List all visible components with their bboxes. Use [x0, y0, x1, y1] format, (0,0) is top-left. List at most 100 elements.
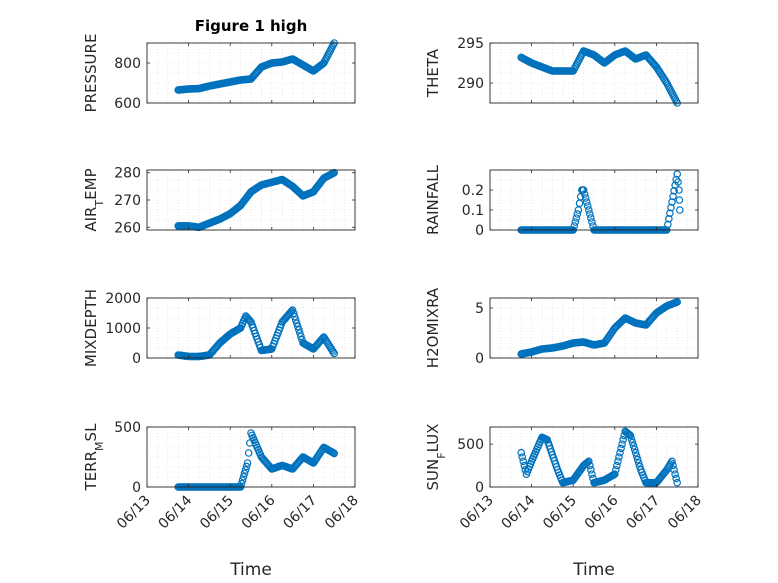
data-point	[242, 462, 251, 471]
subplot-rainfall: 0 0.1 0.2 RAINFALL	[424, 164, 699, 239]
axes-box	[489, 42, 699, 104]
data-series	[517, 298, 682, 358]
y-tick-label: 5	[475, 301, 484, 317]
data-point	[675, 206, 684, 214]
data-point	[571, 218, 580, 226]
x-tick-label: 06/15	[197, 493, 237, 533]
y-axis-label: H2OMIXRA	[424, 287, 442, 368]
data-point	[584, 457, 593, 466]
x-tick-label: 06/17	[623, 493, 663, 533]
y-tick-label: 0	[132, 480, 141, 496]
data-point	[632, 452, 641, 460]
data-point	[587, 214, 595, 222]
axes-box	[489, 426, 699, 488]
data-point	[587, 466, 595, 474]
subplot-grid: 600 800 PRESSURE 290 295 THETA 260 270 280 AIRTEM…	[82, 34, 705, 533]
data-point	[664, 220, 672, 229]
y-axis-label: AIRTEMP	[82, 168, 106, 231]
data-point	[519, 457, 528, 466]
y-axis-label: PRESSURE	[82, 34, 100, 113]
x-tick-label: 06/16	[582, 492, 622, 532]
axes-box	[146, 426, 356, 488]
data-point	[610, 470, 619, 478]
y-tick-label: 0.2	[462, 183, 484, 199]
data-series	[174, 168, 339, 232]
axes-box	[489, 169, 699, 231]
x-tick-label: 06/18	[665, 493, 705, 533]
data-point	[329, 348, 337, 356]
data-point	[630, 445, 639, 454]
data-point	[291, 316, 300, 324]
data-point	[583, 202, 592, 210]
data-point	[243, 459, 252, 467]
y-tick-label: 0	[132, 351, 141, 367]
y-tick-label: 295	[457, 36, 484, 52]
data-series	[174, 39, 339, 94]
subplot-sun-flux: 0 500 06/13 06/14 06/15 06/16 06/17 06/18 SUNFLU…	[424, 424, 705, 533]
data-point	[582, 198, 591, 206]
x-tick-label: 06/13	[457, 493, 497, 533]
data-point	[615, 453, 623, 461]
data-point	[628, 438, 637, 447]
data-point	[673, 478, 682, 487]
data-point	[287, 307, 296, 316]
x-tick-label: 06/18	[322, 493, 362, 533]
data-point	[238, 476, 247, 484]
data-point	[292, 319, 301, 328]
data-point	[627, 435, 636, 443]
data-point	[330, 168, 339, 177]
y-tick-label: 800	[114, 56, 141, 72]
axes-box	[489, 297, 699, 359]
data-point	[667, 203, 675, 212]
data-point	[616, 448, 624, 457]
figure-title: Figure 1 high	[195, 17, 308, 35]
data-point	[672, 474, 680, 483]
data-point	[631, 448, 640, 457]
subplot-mixdepth: 0 1000 2000 MIXDEPTH	[82, 289, 356, 367]
y-axis-label: RAINFALL	[424, 164, 442, 235]
data-point	[518, 453, 527, 461]
data-point	[618, 440, 626, 448]
data-point	[579, 186, 588, 194]
x-tick-label: 06/16	[239, 492, 279, 532]
data-point	[675, 196, 684, 204]
subplot-air-temp: 260 270 280 AIRTEMP	[82, 166, 356, 236]
data-point	[244, 449, 253, 457]
data-point	[572, 214, 581, 222]
data-point	[286, 308, 295, 317]
data-point	[586, 461, 594, 470]
data-point	[670, 466, 678, 474]
data-point	[290, 312, 299, 321]
data-point	[584, 206, 593, 214]
data-point	[517, 448, 526, 457]
data-series	[517, 427, 682, 487]
data-point	[296, 329, 304, 337]
y-tick-label: 290	[457, 76, 484, 92]
data-point	[669, 461, 677, 470]
data-point	[588, 218, 596, 226]
data-point	[625, 430, 634, 439]
grid-lines	[489, 426, 699, 488]
data-point	[570, 222, 579, 230]
data-point	[634, 459, 643, 467]
data-point	[612, 466, 620, 474]
y-tick-label: 0	[475, 480, 484, 496]
subplot-theta: 290 295 THETA	[424, 36, 699, 107]
y-tick-label: 280	[114, 166, 141, 182]
data-point	[670, 187, 678, 195]
y-tick-label: 0	[475, 223, 484, 239]
x-axis-label-right: Time	[572, 560, 615, 580]
x-tick-label: 06/15	[540, 493, 580, 533]
data-point	[674, 178, 682, 186]
data-point	[586, 210, 594, 218]
subplot-terr-msl: 0 500 06/13 06/14 06/15 06/16 06/17 06/18 TERRMS…	[82, 420, 362, 532]
y-tick-label: 270	[114, 193, 141, 209]
x-tick-label: 06/17	[280, 493, 320, 533]
data-point	[665, 215, 673, 223]
y-axis-label: TERRMSL	[82, 423, 106, 492]
data-point	[675, 186, 683, 194]
y-tick-label: 500	[457, 437, 484, 453]
data-point	[617, 444, 625, 453]
data-point	[581, 194, 590, 202]
